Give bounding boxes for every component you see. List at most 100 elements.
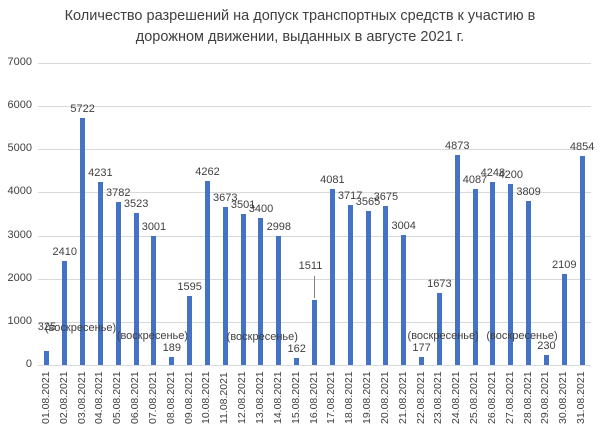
y-tick-label: 4000 bbox=[7, 185, 32, 198]
x-tick-label: 26.08.2021 bbox=[485, 371, 498, 424]
value-label: 2410 bbox=[52, 246, 77, 259]
x-tick-label: 21.08.2021 bbox=[396, 371, 409, 424]
value-label: 2109 bbox=[551, 259, 577, 271]
value-label: 3523 bbox=[123, 198, 149, 210]
x-tick-label: 08.08.2021 bbox=[164, 371, 177, 424]
bar bbox=[543, 355, 549, 365]
bar bbox=[347, 204, 353, 365]
value-label: 3717 bbox=[337, 189, 363, 202]
x-tick-label: 25.08.2021 bbox=[468, 371, 481, 424]
value-label: 1511 bbox=[298, 259, 323, 272]
bar bbox=[419, 357, 425, 365]
bar bbox=[508, 183, 514, 365]
x-tick-label: 16.08.2021 bbox=[307, 371, 320, 424]
x-tick-label: 12.08.2021 bbox=[236, 371, 249, 424]
bar bbox=[240, 213, 246, 365]
y-tick-label: 0 bbox=[25, 358, 32, 370]
x-tick-label: 28.08.2021 bbox=[521, 371, 534, 424]
bar bbox=[115, 201, 121, 365]
value-label: 3400 bbox=[248, 203, 274, 216]
x-tick-label: 01.08.2021 bbox=[39, 371, 52, 424]
value-label: 3675 bbox=[373, 191, 399, 204]
value-label: 230 bbox=[537, 340, 556, 353]
value-label: 3501 bbox=[230, 198, 256, 211]
value-label: 3565 bbox=[355, 196, 381, 209]
x-tick-label: 17.08.2021 bbox=[325, 371, 338, 424]
x-tick-label: 13.08.2021 bbox=[253, 371, 266, 424]
x-tick-label: 27.08.2021 bbox=[503, 371, 516, 424]
sunday-annotation: (воскресенье) bbox=[407, 330, 479, 342]
y-tick-label: 6000 bbox=[7, 99, 32, 112]
bar bbox=[490, 181, 496, 365]
bar bbox=[276, 235, 282, 365]
sunday-annotation: (воскресенье) bbox=[116, 330, 189, 342]
bar bbox=[222, 206, 228, 365]
gridline bbox=[38, 235, 591, 237]
chart-title: Количество разрешений на допуск транспор… bbox=[0, 6, 600, 48]
bar bbox=[454, 154, 460, 365]
gridline bbox=[38, 192, 591, 194]
bar bbox=[44, 350, 50, 365]
value-label: 1595 bbox=[177, 281, 202, 294]
x-tick-label: 11.08.2021 bbox=[218, 372, 231, 424]
sunday-annotation: (воскресенье) bbox=[44, 322, 117, 334]
bar bbox=[187, 296, 193, 365]
gridline bbox=[38, 63, 591, 64]
chart-title-line-1: Количество разрешений на допуск транспор… bbox=[64, 8, 536, 24]
value-label: 4081 bbox=[320, 173, 345, 186]
value-label: 4248 bbox=[480, 166, 506, 179]
value-label: 3001 bbox=[141, 220, 167, 233]
gridline bbox=[38, 278, 591, 280]
bar bbox=[472, 188, 478, 365]
bar bbox=[62, 261, 68, 365]
bar bbox=[258, 218, 264, 365]
gridline bbox=[38, 106, 591, 108]
value-label: 3782 bbox=[106, 186, 131, 199]
value-label: 162 bbox=[287, 343, 306, 355]
x-tick-label: 05.08.2021 bbox=[111, 371, 124, 424]
value-label: 3004 bbox=[391, 220, 416, 233]
value-label: 4262 bbox=[195, 166, 220, 179]
x-tick-label: 10.08.2021 bbox=[200, 371, 213, 424]
value-label: 5722 bbox=[70, 103, 95, 116]
x-tick-label: 19.08.2021 bbox=[361, 371, 374, 424]
gridline bbox=[38, 149, 591, 151]
bar bbox=[436, 292, 442, 365]
x-tick-label: 24.08.2021 bbox=[450, 371, 463, 424]
x-tick-label: 04.08.2021 bbox=[93, 371, 106, 424]
bar bbox=[401, 235, 407, 365]
value-label: 4200 bbox=[498, 168, 523, 181]
x-tick-label: 09.08.2021 bbox=[182, 371, 195, 424]
bar bbox=[561, 274, 567, 365]
x-tick-label: 30.08.2021 bbox=[557, 371, 570, 424]
bar bbox=[133, 213, 139, 365]
value-label: 4854 bbox=[569, 140, 595, 153]
x-tick-label: 06.08.2021 bbox=[129, 371, 142, 424]
bar bbox=[312, 299, 317, 365]
value-label: 3673 bbox=[213, 191, 238, 204]
x-tick-label: 29.08.2021 bbox=[539, 371, 552, 424]
bar bbox=[151, 235, 157, 365]
bar bbox=[383, 206, 389, 365]
bar bbox=[169, 356, 175, 365]
value-label: 1673 bbox=[427, 277, 452, 290]
bar bbox=[97, 182, 103, 365]
value-label: 4231 bbox=[88, 167, 113, 180]
gridline bbox=[38, 365, 591, 366]
bar bbox=[579, 155, 585, 365]
x-tick-label: 20.08.2021 bbox=[378, 371, 391, 424]
bar bbox=[329, 188, 335, 365]
bar bbox=[294, 358, 300, 365]
y-tick-label: 3000 bbox=[7, 228, 32, 241]
x-tick-label: 18.08.2021 bbox=[343, 371, 356, 424]
value-label: 4087 bbox=[462, 173, 488, 186]
value-label: 2998 bbox=[266, 220, 292, 233]
value-label: 3809 bbox=[516, 185, 541, 198]
leader-line bbox=[313, 275, 315, 298]
x-tick-label: 22.08.2021 bbox=[414, 371, 427, 424]
value-label: 4873 bbox=[444, 139, 470, 152]
value-label: 189 bbox=[162, 341, 181, 354]
value-label: 325 bbox=[37, 320, 57, 333]
x-tick-label: 23.08.2021 bbox=[432, 371, 445, 424]
sunday-annotation: (воскресенье) bbox=[486, 330, 558, 342]
